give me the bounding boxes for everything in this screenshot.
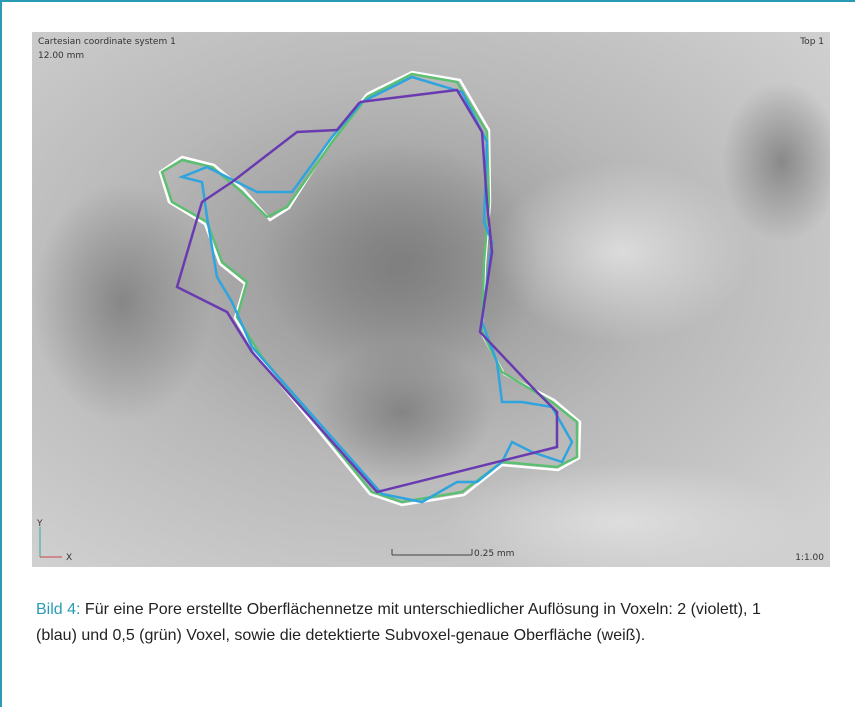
caption-lead: Bild 4:: [36, 601, 80, 618]
axis-label: X: [66, 553, 72, 563]
viewer-label: 1:1.00: [795, 553, 824, 563]
pore-surface-image: Cartesian coordinate system 1 12.00 mm T…: [32, 32, 830, 567]
viewer-label: Top 1: [799, 37, 824, 47]
figure-frame: Cartesian coordinate system 1 12.00 mm T…: [0, 0, 855, 707]
axis-label: Y: [36, 519, 43, 529]
caption: Bild 4: Für eine Pore erstellte Oberfläc…: [36, 597, 796, 649]
caption-text: Für eine Pore erstellte Oberflächennetze…: [36, 601, 761, 644]
viewer-label: 12.00 mm: [38, 51, 84, 61]
viewer-label: Cartesian coordinate system 1: [38, 37, 176, 47]
scale-label: 0.25 mm: [474, 549, 514, 559]
